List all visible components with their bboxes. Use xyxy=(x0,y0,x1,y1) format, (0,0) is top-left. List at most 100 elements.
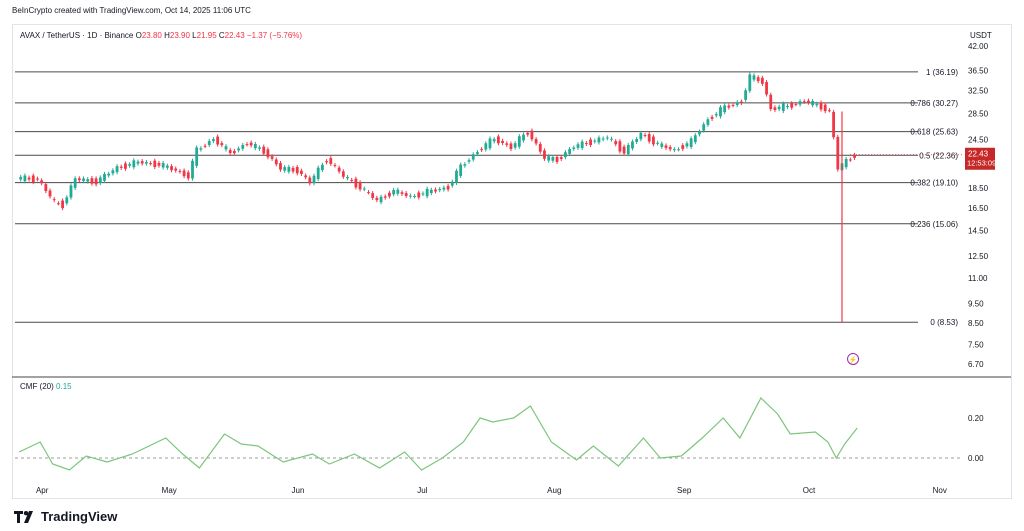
candle-body-93 xyxy=(408,195,412,197)
candle-body-81 xyxy=(358,182,362,190)
candle-body-87 xyxy=(383,196,387,198)
candle-body-158 xyxy=(681,145,685,149)
candle-body-13 xyxy=(73,178,77,188)
candle-body-159 xyxy=(685,143,689,147)
candle-body-106 xyxy=(463,164,467,166)
candle-body-157 xyxy=(677,149,680,151)
time-tick-1: May xyxy=(162,486,177,495)
candle-body-120 xyxy=(522,134,525,141)
candle-body-110 xyxy=(480,149,484,151)
candle-body-115 xyxy=(501,140,504,144)
time-tick-4: Aug xyxy=(547,486,561,495)
candle-body-133 xyxy=(576,144,580,148)
candle-body-95 xyxy=(417,192,421,198)
change-value: −1.37 (−5.76%) xyxy=(246,31,303,40)
candle-body-67 xyxy=(300,170,303,174)
candle-body-147 xyxy=(635,138,639,142)
candle-body-84 xyxy=(371,193,375,198)
candle-body-125 xyxy=(543,150,546,159)
candle-body-151 xyxy=(652,136,655,145)
candle-body-76 xyxy=(337,167,341,172)
candle-body-86 xyxy=(379,196,383,203)
candle-body-97 xyxy=(425,188,429,197)
candle-body-171 xyxy=(735,102,739,106)
candle-body-153 xyxy=(660,143,664,147)
chart-attribution: BeInCrypto created with TradingView.com,… xyxy=(12,6,251,15)
fib-label-4: 0.382 (19.10) xyxy=(910,179,958,188)
candle-body-179 xyxy=(769,94,773,110)
candle-body-99 xyxy=(434,189,437,192)
price-tick-10: 11.00 xyxy=(968,274,988,283)
candle-body-138 xyxy=(597,137,601,143)
candle-body-44 xyxy=(203,145,207,147)
candle-body-130 xyxy=(564,152,567,158)
tradingview-branding[interactable]: TradingView xyxy=(14,509,117,524)
candle-body-194 xyxy=(832,111,836,138)
price-tick-7: 16.50 xyxy=(968,204,989,213)
candle-body-89 xyxy=(392,189,396,195)
price-tick-0: 42.00 xyxy=(968,42,989,51)
candle-body-15 xyxy=(82,178,85,182)
symbol-name[interactable]: AVAX / TetherUS · 1D · Binance xyxy=(20,31,134,40)
candle-body-161 xyxy=(693,135,697,143)
candle-body-170 xyxy=(731,104,735,106)
candle-body-48 xyxy=(220,143,224,146)
fib-label-5: 0.236 (15.06) xyxy=(910,220,958,229)
price-tick-2: 32.50 xyxy=(968,86,989,95)
candle-body-58 xyxy=(262,146,266,154)
candle-body-51 xyxy=(232,150,236,154)
candle-body-150 xyxy=(647,134,651,142)
candle-body-136 xyxy=(589,139,592,145)
candle-body-174 xyxy=(748,74,752,91)
candle-body-88 xyxy=(388,192,391,197)
price-axis: 42.0036.5032.5028.5024.5021.0018.5016.50… xyxy=(12,42,1011,378)
price-tick-14: 6.70 xyxy=(968,360,984,369)
candle-body-59 xyxy=(266,149,270,158)
price-tick-3: 28.50 xyxy=(968,109,989,118)
candle-body-199 xyxy=(853,154,856,158)
low-label: L xyxy=(192,31,197,40)
candle-body-80 xyxy=(354,178,358,188)
candle-body-123 xyxy=(534,139,538,144)
candle-body-192 xyxy=(823,104,827,112)
candle-body-3 xyxy=(31,175,35,183)
candle-body-78 xyxy=(346,177,349,179)
last-price-box xyxy=(965,147,995,170)
candle-body-16 xyxy=(86,179,90,182)
tradingview-logo-icon xyxy=(14,510,36,523)
tradingview-wordmark: TradingView xyxy=(41,509,118,524)
price-tick-13: 7.50 xyxy=(968,341,984,350)
candle-body-118 xyxy=(513,143,517,148)
cmf-tick-0: 0.20 xyxy=(968,414,984,423)
candle-body-188 xyxy=(807,100,810,103)
cmf-pane: 0.20 0.00 xyxy=(15,397,984,471)
candle-body-183 xyxy=(786,105,789,107)
candle-body-144 xyxy=(622,146,626,154)
candle-body-184 xyxy=(790,103,794,108)
candle-body-127 xyxy=(551,157,555,161)
candle-body-36 xyxy=(170,166,173,171)
candle-body-104 xyxy=(455,170,458,183)
candle-body-61 xyxy=(274,159,278,165)
candle-body-178 xyxy=(765,82,768,95)
indicator-label[interactable]: CMF (20) xyxy=(20,382,54,391)
candle-body-119 xyxy=(517,136,521,147)
candle-body-52 xyxy=(237,148,240,151)
candle-body-141 xyxy=(610,138,613,140)
candle-body-73 xyxy=(325,161,328,163)
candle-body-168 xyxy=(723,105,727,113)
open-value: 23.80 xyxy=(141,31,162,40)
candle-body-166 xyxy=(714,114,718,116)
open-label: O xyxy=(135,31,142,40)
chart-frame xyxy=(12,24,1012,499)
candle-body-75 xyxy=(333,165,337,167)
cmf-tick-1: 0.00 xyxy=(968,454,984,463)
candle-body-124 xyxy=(538,143,542,152)
candle-body-83 xyxy=(367,192,370,194)
candle-body-105 xyxy=(459,164,463,176)
price-tick-11: 9.50 xyxy=(968,300,984,309)
candle-body-108 xyxy=(471,154,475,160)
candle-body-143 xyxy=(618,141,622,152)
